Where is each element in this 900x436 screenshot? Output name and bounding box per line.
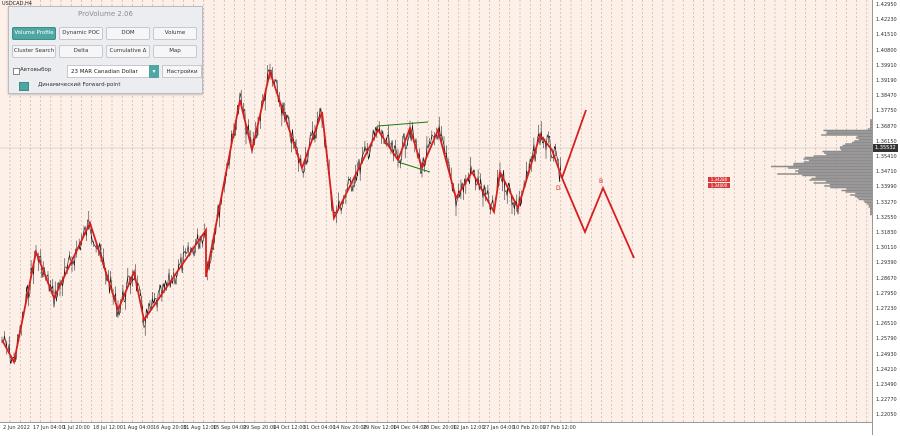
price-tick-label: 1.37750 — [876, 108, 897, 115]
auto-select-label: Автовыбор — [20, 67, 52, 73]
volume-profile-button[interactable]: Volume Profile — [12, 27, 56, 40]
time-tick-label: 29 Sep 20:00 — [243, 425, 277, 431]
price-tick-label: 1.25790 — [876, 336, 897, 343]
time-axis: 2 Jun 2022 17 Jun 04:00 1 Jul 20:00 18 Jul … — [0, 422, 872, 436]
price-tick-label: 1.23490 — [876, 382, 897, 388]
price-tick-label: 1.41510 — [876, 32, 897, 39]
price-tick-label: 1.24210 — [876, 366, 897, 373]
square-icon[interactable] — [19, 82, 29, 91]
time-tick-label: 2 Jun 2022 — [3, 425, 30, 431]
price-tick-label: 1.32550 — [876, 214, 897, 221]
map-button[interactable]: Map — [153, 45, 197, 58]
price-tick-label: 1.40800 — [876, 47, 897, 54]
price-tick-label: 1.22050 — [876, 412, 897, 419]
time-tick-label: 31 Oct 04:00 — [303, 425, 336, 431]
projection-down — [561, 177, 635, 259]
price-axis: 1.42950 1.42230 1.41510 1.40800 1.39910 1.391… — [872, 0, 900, 435]
volume-button[interactable]: Volume — [153, 27, 197, 40]
price-tick-label: 1.31830 — [876, 230, 897, 236]
time-tick-label: 29 Nov 12:00 — [363, 425, 397, 431]
price-tick-label: 1.27230 — [876, 306, 897, 312]
price-tick-label: 1.35410 — [876, 154, 897, 160]
time-tick-label: 15 Sep 04:00 — [213, 425, 247, 431]
price-tick-label: 1.27950 — [876, 290, 897, 297]
contract-select[interactable]: 23 MAR Canadian Dollar ▾ — [67, 65, 159, 78]
projection-up — [561, 109, 587, 179]
contract-value: 23 MAR Canadian Dollar — [71, 69, 138, 75]
price-tick-label: 1.39190 — [876, 78, 897, 84]
panel-title: ProVolume 2.06 — [78, 10, 133, 18]
price-tick-label: 1.34710 — [876, 169, 897, 176]
delta-button[interactable]: Delta — [59, 45, 103, 58]
forward-point-label: Динамический Forward-point — [38, 82, 121, 88]
time-tick-label: 17 Jun 04:00 — [33, 425, 65, 431]
time-tick-label: 28 Dec 20:00 — [423, 425, 457, 431]
time-tick-label: 1 Aug 04:00 — [123, 425, 154, 431]
settings-button[interactable]: Настройки — [162, 65, 202, 78]
cumulative-delta-button[interactable]: Cumulative Δ — [106, 45, 150, 58]
dynamic-poc-button[interactable]: Dynamic POC — [59, 27, 103, 40]
time-tick-label: 14 Dec 04:00 — [393, 425, 427, 431]
auto-select-checkbox[interactable] — [13, 68, 20, 75]
price-tick-label: 1.30110 — [876, 245, 897, 252]
dom-button[interactable]: DOM — [106, 27, 150, 40]
level-box: 1.34280 — [708, 177, 730, 182]
price-tick-label: 1.39910 — [876, 62, 897, 69]
price-tick-label: 1.29390 — [876, 260, 897, 267]
time-tick-label: 14 Oct 12:00 — [273, 425, 306, 431]
price-tick-label: 1.42230 — [876, 17, 897, 24]
time-tick-label: 10 Feb 20:00 — [513, 425, 546, 431]
zigzag-line — [1, 68, 563, 365]
price-tick-label: 1.36150 — [876, 138, 897, 145]
projection-label: D — [556, 185, 561, 192]
projection-label: B — [599, 178, 603, 185]
time-tick-label: 16 Aug 20:00 — [153, 425, 187, 431]
price-tick-label: 1.26510 — [876, 321, 897, 328]
provolume-panel: ProVolume 2.06 Volume Profile Dynamic PO… — [8, 6, 203, 94]
current-price-label: 1.35532 — [873, 144, 898, 152]
time-tick-label: 12 Jan 12:00 — [453, 425, 485, 431]
trend-line-upper — [377, 121, 429, 127]
time-tick-label: 27 Feb 12:00 — [543, 425, 576, 431]
price-tick-label: 1.24930 — [876, 351, 897, 358]
time-tick-label: 27 Jan 04:00 — [483, 425, 515, 431]
time-tick-label: 1 Jul 20:00 — [63, 425, 90, 431]
price-tick-label: 1.36870 — [876, 123, 897, 130]
time-tick-label: 18 Jul 12:00 — [93, 425, 123, 431]
symbol-label: USDCAD,H4 — [2, 1, 32, 7]
cluster-search-button[interactable]: Cluster Search — [12, 45, 56, 58]
price-tick-label: 1.38470 — [876, 93, 897, 100]
price-chart[interactable]: BD — [0, 0, 872, 422]
price-tick-label: 1.33990 — [876, 184, 897, 191]
chevron-down-icon[interactable]: ▾ — [149, 65, 159, 78]
price-tick-label: 1.22770 — [876, 397, 897, 404]
price-tick-label: 1.42950 — [876, 2, 897, 8]
time-tick-label: 31 Aug 12:00 — [183, 425, 217, 431]
level-box: 1.34000 — [708, 183, 730, 188]
trend-line-lower — [397, 161, 431, 173]
time-tick-label: 14 Nov 20:00 — [333, 425, 367, 431]
price-series — [1, 69, 562, 364]
price-tick-label: 1.28670 — [876, 275, 897, 282]
price-tick-label: 1.33270 — [876, 199, 897, 206]
